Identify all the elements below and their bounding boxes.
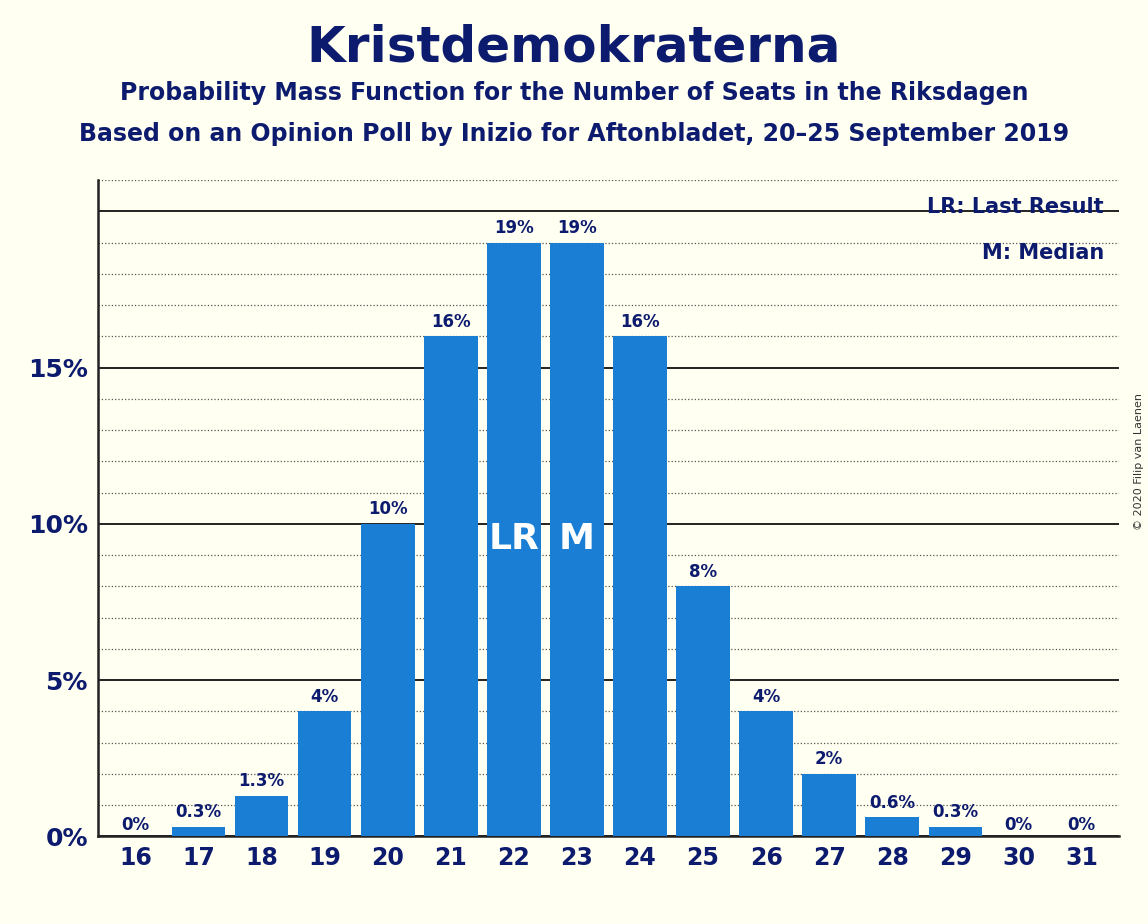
Text: 4%: 4%	[310, 687, 339, 706]
Bar	[172, 827, 225, 836]
Bar	[676, 587, 730, 836]
Text: 0.6%: 0.6%	[869, 794, 915, 812]
Text: 8%: 8%	[689, 563, 718, 580]
Text: 0%: 0%	[1004, 816, 1032, 833]
Text: 0.3%: 0.3%	[176, 803, 222, 821]
Text: M: M	[559, 522, 595, 556]
Text: 10%: 10%	[367, 500, 408, 518]
Text: 19%: 19%	[494, 219, 534, 237]
Text: LR: Last Result: LR: Last Result	[928, 197, 1104, 216]
Text: 4%: 4%	[752, 687, 781, 706]
Bar	[234, 796, 288, 836]
Text: Probability Mass Function for the Number of Seats in the Riksdagen: Probability Mass Function for the Number…	[119, 81, 1029, 105]
Text: 1.3%: 1.3%	[239, 772, 285, 790]
Bar	[613, 336, 667, 836]
Bar	[487, 243, 541, 836]
Bar	[360, 524, 414, 836]
Text: 16%: 16%	[620, 312, 660, 331]
Bar	[866, 818, 920, 836]
Bar	[802, 773, 856, 836]
Text: 0%: 0%	[122, 816, 149, 833]
Text: 2%: 2%	[815, 750, 844, 768]
Bar	[739, 711, 793, 836]
Text: Based on an Opinion Poll by Inizio for Aftonbladet, 20–25 September 2019: Based on an Opinion Poll by Inizio for A…	[79, 122, 1069, 146]
Bar	[929, 827, 983, 836]
Text: 0%: 0%	[1068, 816, 1095, 833]
Text: M: Median: M: Median	[982, 242, 1104, 262]
Text: 0.3%: 0.3%	[932, 803, 978, 821]
Text: 19%: 19%	[557, 219, 597, 237]
Bar	[550, 243, 604, 836]
Text: © 2020 Filip van Laenen: © 2020 Filip van Laenen	[1134, 394, 1143, 530]
Text: Kristdemokraterna: Kristdemokraterna	[307, 23, 841, 71]
Bar	[297, 711, 351, 836]
Bar	[424, 336, 478, 836]
Text: LR: LR	[488, 522, 540, 556]
Text: 16%: 16%	[430, 312, 471, 331]
